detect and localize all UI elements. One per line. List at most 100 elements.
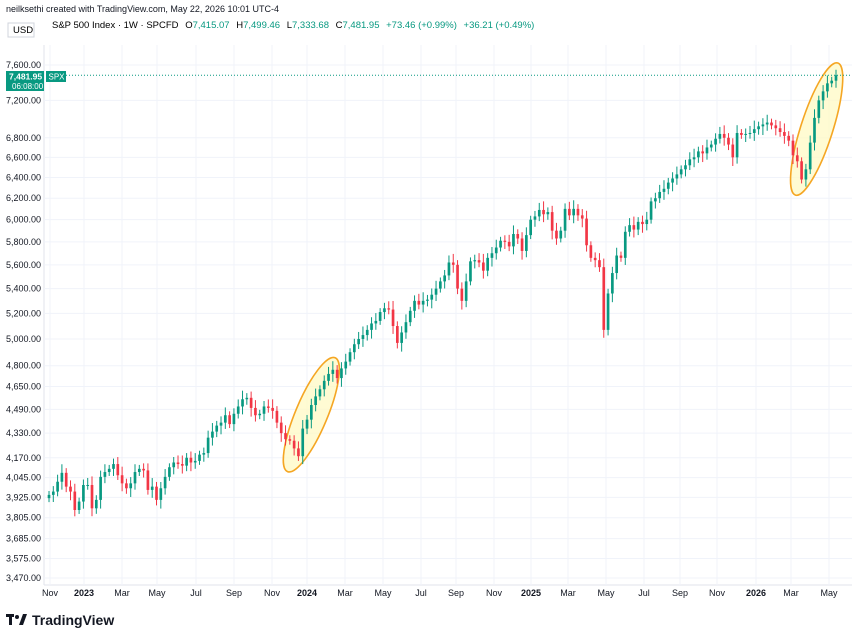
candle-body [249,397,253,408]
candle [129,477,133,497]
candle [112,458,115,476]
candle-body [180,464,184,466]
candle-body [370,323,373,330]
candle [314,388,317,412]
candle-body [692,157,696,160]
candle-body [761,124,765,127]
candle [103,464,107,484]
candle [477,253,481,268]
candle-body [322,380,326,390]
candle [86,477,90,490]
x-tick-label: Mar [783,588,799,598]
candle [159,482,163,509]
close-value: 7,481.95 [343,20,380,31]
candle [826,75,829,98]
candle-body [447,262,451,276]
candle [236,399,240,419]
candle-body [740,132,743,135]
high-value: 7,499.46 [243,20,280,31]
footer-brand[interactable]: TradingView [6,610,114,630]
candle-body [56,481,59,492]
candle-body [503,240,507,242]
candle [64,468,68,493]
candle [731,138,735,167]
candle-body [400,332,403,343]
candle-body [546,212,550,215]
candle [525,227,528,258]
candle-body [770,122,773,126]
x-tick-label: Mar [560,588,576,598]
y-tick-label: 7,200.00 [6,95,41,105]
candle-body [391,309,395,327]
candle [357,331,360,349]
candle-body [632,225,636,230]
candle [765,114,769,131]
candle [774,119,778,136]
candle [305,414,309,435]
candle [718,126,722,144]
currency-box[interactable] [7,22,35,38]
candle-body [318,389,322,397]
candle-body [748,132,752,134]
candle-body [112,464,115,469]
x-tick-label: May [820,588,838,598]
candle [163,469,167,495]
candle-body [589,245,593,258]
candle [198,450,201,465]
candle-body [774,125,778,129]
candle-body [314,396,317,406]
candle-body [709,144,713,148]
candle-body [116,464,120,476]
candle [284,425,287,446]
candle [658,184,662,203]
x-tick-label: Jul [415,588,427,598]
candle [447,255,451,281]
candle [615,247,619,280]
candle [223,407,227,429]
candle [374,313,378,330]
candle [636,217,640,236]
candle [125,478,128,494]
candle [709,140,713,152]
candle [834,69,838,88]
candle [69,480,72,501]
candle [400,326,403,352]
candle-body [507,241,511,247]
symbol-tag: SPX [49,73,66,82]
candle [318,385,322,401]
candle-body [94,499,98,509]
candle [572,200,575,224]
y-tick-label: 4,650.00 [6,381,41,391]
y-tick-label: 5,200.00 [6,308,41,318]
open-label: O [185,20,192,31]
candle-body [787,135,791,141]
candle-body [714,138,717,145]
candle [116,457,120,480]
candle [322,375,326,397]
candle-body [826,83,829,92]
candle [245,393,249,405]
candle-body [262,406,266,414]
candle-body [245,397,249,400]
candle [430,288,434,309]
x-tick-label: Nov [486,588,503,598]
candle [611,266,614,303]
x-axis: Nov 2023 Mar May Jul Sep Nov 2024 Mar May Jul Sep No… [42,588,838,598]
y-tick-label: 5,600.00 [6,260,41,270]
candle [817,95,821,124]
candle-body [830,80,834,84]
candle [331,361,335,382]
candle-body [120,475,124,484]
candle [705,139,709,160]
candle-body [804,169,808,180]
candle-body [572,208,575,216]
candle [189,451,193,472]
candle-body [623,231,627,258]
candle [628,218,631,237]
candle [361,326,365,347]
price-tag-countdown: 06:08:00 [12,82,44,91]
candle [193,453,197,469]
candle [623,226,627,265]
candle-body [477,260,481,263]
